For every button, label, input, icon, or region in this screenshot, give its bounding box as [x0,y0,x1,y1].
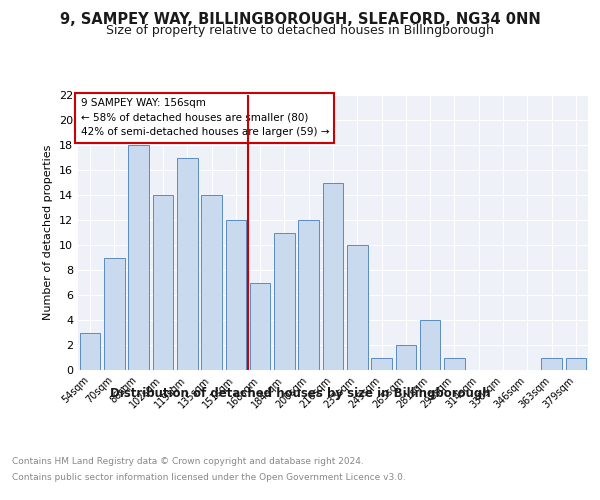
Bar [104,258,125,370]
Text: Contains HM Land Registry data © Crown copyright and database right 2024.: Contains HM Land Registry data © Crown c… [12,458,364,466]
Bar [395,345,416,370]
Text: Contains public sector information licensed under the Open Government Licence v3: Contains public sector information licen… [12,472,406,482]
Bar [298,220,319,370]
Y-axis label: Number of detached properties: Number of detached properties [43,145,53,320]
Bar [420,320,440,370]
Bar [201,195,222,370]
Text: 9, SAMPEY WAY, BILLINGBOROUGH, SLEAFORD, NG34 0NN: 9, SAMPEY WAY, BILLINGBOROUGH, SLEAFORD,… [59,12,541,28]
Bar [371,358,392,370]
Text: 9 SAMPEY WAY: 156sqm
← 58% of detached houses are smaller (80)
42% of semi-detac: 9 SAMPEY WAY: 156sqm ← 58% of detached h… [80,98,329,138]
Bar [177,158,197,370]
Bar [80,332,100,370]
Bar [541,358,562,370]
Text: Size of property relative to detached houses in Billingborough: Size of property relative to detached ho… [106,24,494,37]
Bar [323,182,343,370]
Bar [274,232,295,370]
Bar [128,145,149,370]
Bar [444,358,465,370]
Bar [566,358,586,370]
Bar [250,282,271,370]
Bar [347,245,368,370]
Bar [152,195,173,370]
Bar [226,220,246,370]
Text: Distribution of detached houses by size in Billingborough: Distribution of detached houses by size … [110,388,490,400]
